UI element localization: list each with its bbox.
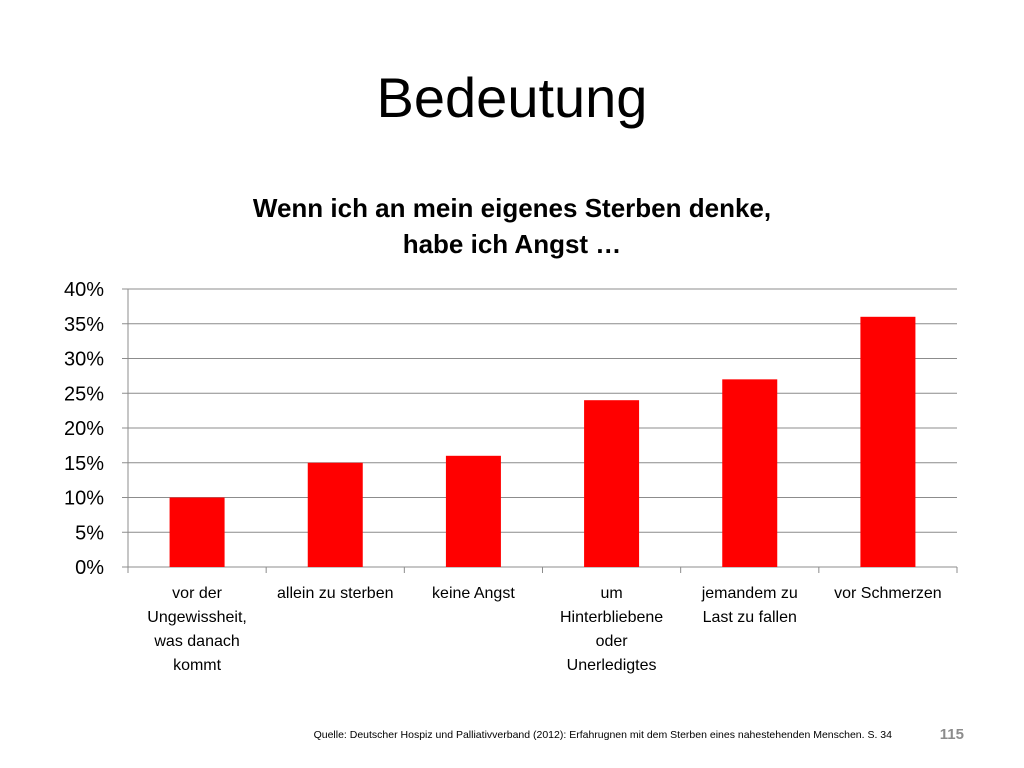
x-tick-label: Hinterbliebene bbox=[560, 609, 663, 626]
x-tick-label: vor der bbox=[172, 585, 222, 602]
x-tick-label: oder bbox=[596, 633, 629, 650]
bar bbox=[584, 400, 640, 567]
bar bbox=[307, 462, 363, 567]
y-tick-label: 25% bbox=[64, 383, 104, 405]
chart-title: Wenn ich an mein eigenes Sterben denke, … bbox=[212, 190, 812, 262]
y-tick-label: 35% bbox=[64, 314, 104, 336]
x-tick-label: allein zu sterben bbox=[277, 585, 394, 602]
bar bbox=[722, 379, 778, 567]
chart-title-line-1: Wenn ich an mein eigenes Sterben denke, bbox=[252, 193, 772, 223]
y-tick-label: 40% bbox=[64, 279, 104, 301]
y-tick-label: 0% bbox=[75, 557, 104, 579]
x-tick-label: Ungewissheit, bbox=[147, 609, 247, 626]
bar bbox=[860, 316, 916, 567]
x-tick-label: um bbox=[600, 585, 622, 602]
x-tick-label: vor Schmerzen bbox=[834, 585, 942, 602]
slide-title: Bedeutung bbox=[376, 66, 648, 129]
y-tick-label: 15% bbox=[64, 453, 104, 475]
page-number: 115 bbox=[939, 726, 964, 743]
x-tick-label: was danach bbox=[153, 633, 239, 650]
x-tick-label: Unerledigtes bbox=[567, 657, 657, 674]
y-tick-label: 5% bbox=[75, 522, 104, 544]
y-tick-label: 20% bbox=[64, 418, 104, 440]
x-tick-label: jemandem zu bbox=[701, 585, 798, 602]
y-tick-label: 10% bbox=[64, 488, 104, 510]
y-tick-label: 30% bbox=[64, 349, 104, 371]
x-tick-label: Last zu fallen bbox=[703, 609, 797, 626]
chart-title-line-2: habe ich Angst … bbox=[402, 229, 622, 259]
x-tick-label: kommt bbox=[173, 657, 222, 674]
bar bbox=[445, 455, 501, 567]
source-note: Quelle: Deutscher Hospiz und Palliativve… bbox=[313, 729, 892, 741]
bar bbox=[169, 497, 225, 567]
x-tick-label: keine Angst bbox=[432, 585, 515, 602]
